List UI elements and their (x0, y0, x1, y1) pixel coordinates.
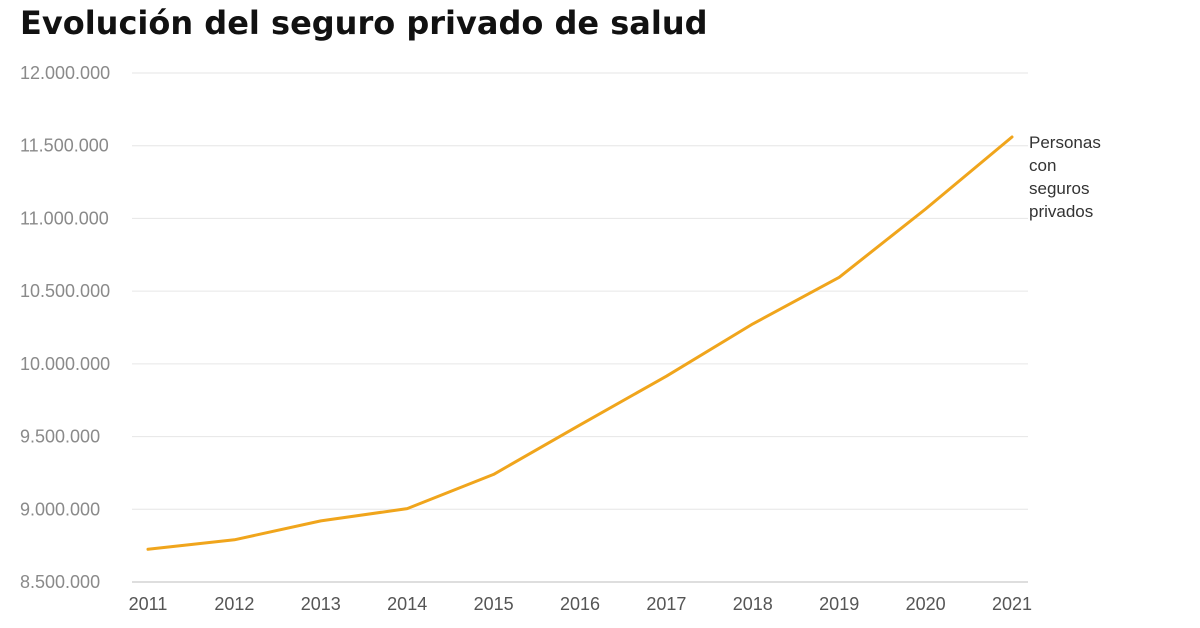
gridlines (132, 72, 1028, 583)
series-name-label: Personas con seguros privados (1029, 133, 1101, 221)
series-name-line: con (1029, 156, 1056, 175)
series-layer (146, 135, 1014, 551)
y-tick-label: 11.500.000 (20, 136, 109, 156)
x-tick-label: 2011 (129, 594, 168, 614)
x-tick-label: 2015 (474, 594, 514, 614)
chart-title: Evolución del seguro privado de salud (20, 4, 708, 42)
y-tick-label: 10.000.000 (20, 354, 110, 374)
y-tick-label: 9.500.000 (20, 427, 100, 447)
y-tick-label: 10.500.000 (20, 281, 110, 301)
x-tick-label: 2014 (387, 594, 427, 614)
y-tick-label: 8.500.000 (20, 572, 100, 592)
x-tick-label: 2018 (733, 594, 773, 614)
x-tick-label: 2012 (214, 594, 254, 614)
x-tick-label: 2016 (560, 594, 600, 614)
y-tick-label: 9.000.000 (20, 499, 100, 519)
series-name-line: seguros (1029, 179, 1089, 198)
x-tick-label: 2017 (646, 594, 686, 614)
x-tick-label: 2013 (301, 594, 341, 614)
series-line (146, 135, 1014, 551)
series-name-line: privados (1029, 202, 1093, 221)
x-tick-label: 2021 (992, 594, 1032, 614)
y-tick-label: 11.000.000 (20, 208, 109, 228)
x-axis-labels: 2011 2012 2013 2014 2015 2016 2017 2018 2019 2020… (129, 594, 1032, 614)
series-labels: Personas con seguros privados (1029, 133, 1101, 221)
x-tick-label: 2020 (906, 594, 946, 614)
y-tick-label: 12.000.000 (20, 63, 110, 83)
y-axis-labels: 8.500.000 9.000.000 9.500.000 10.000.000 10.… (20, 63, 110, 592)
x-tick-label: 2019 (819, 594, 859, 614)
series-name-line: Personas (1029, 133, 1101, 152)
